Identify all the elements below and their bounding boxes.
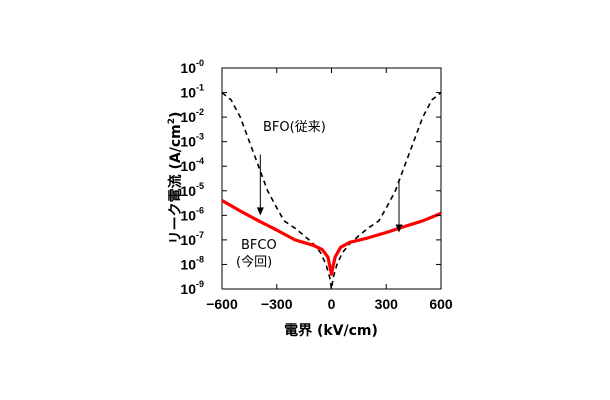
- x-tick-label: −600: [206, 296, 238, 312]
- y-tick-label: 10-1: [180, 83, 204, 101]
- y-tick-label: 10-3: [180, 132, 204, 150]
- y-tick-label: 10-9: [180, 279, 204, 297]
- y-axis-title-main: リーク電流 (A/cm: [167, 124, 184, 244]
- tick-layer: −600 −300 0 300 600 10-0 10-1 10-2 10-3 10-4 10-5 1…: [180, 58, 452, 312]
- arrow-head: [256, 207, 264, 216]
- x-tick-label: 600: [429, 296, 453, 312]
- y-tick-label: 10-8: [180, 254, 204, 272]
- x-tick-label: 300: [375, 296, 399, 312]
- series-layer: [221, 91, 442, 290]
- y-tick-label: 10-4: [180, 156, 204, 174]
- y-tick-label: 10-0: [180, 58, 204, 76]
- y-axis-title: リーク電流 (A/cm2): [167, 112, 184, 245]
- series-line-bfo: [221, 91, 442, 290]
- x-axis-title: 電界 (kV/cm): [284, 322, 378, 339]
- y-tick-label: 10-6: [180, 205, 204, 223]
- bfco-annotation-line2: (今回): [236, 254, 272, 270]
- x-tick-label: −300: [261, 296, 293, 312]
- arrow-head: [395, 224, 403, 233]
- y-tick-label: 10-2: [180, 107, 204, 125]
- series-line-bfco: [221, 199, 442, 276]
- y-tick-label: 10-5: [180, 181, 204, 199]
- y-axis-title-sup: 2: [167, 118, 177, 124]
- arrow-layer: [256, 154, 403, 233]
- x-tick-label: 0: [328, 296, 336, 312]
- y-tick-label: 10-7: [180, 230, 204, 248]
- bfco-annotation-line1: BFCO: [241, 238, 277, 253]
- y-axis-title-close: ): [168, 112, 184, 118]
- bfo-annotation: BFO(従来): [263, 120, 326, 135]
